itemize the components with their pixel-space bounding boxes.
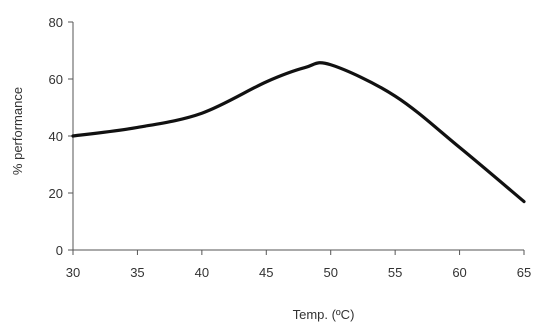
y-tick-label: 0 <box>56 243 63 258</box>
x-ticks: 30 35 40 45 50 55 60 65 <box>66 250 531 280</box>
y-tick-label: 60 <box>49 72 63 87</box>
x-tick-label: 65 <box>517 265 531 280</box>
x-tick-label: 30 <box>66 265 80 280</box>
x-tick-label: 50 <box>323 265 337 280</box>
series-line <box>71 61 526 204</box>
x-tick-label: 35 <box>130 265 144 280</box>
x-tick-label: 45 <box>259 265 273 280</box>
x-tick-label: 55 <box>388 265 402 280</box>
x-tick-label: 40 <box>195 265 209 280</box>
x-axis-title: Temp. (ºC) <box>293 307 355 322</box>
y-axis-title: % performance <box>10 87 25 175</box>
y-ticks: 0 20 40 60 80 <box>49 15 73 258</box>
x-tick-label: 60 <box>452 265 466 280</box>
y-tick-label: 80 <box>49 15 63 30</box>
y-tick-label: 40 <box>49 129 63 144</box>
y-tick-label: 20 <box>49 186 63 201</box>
